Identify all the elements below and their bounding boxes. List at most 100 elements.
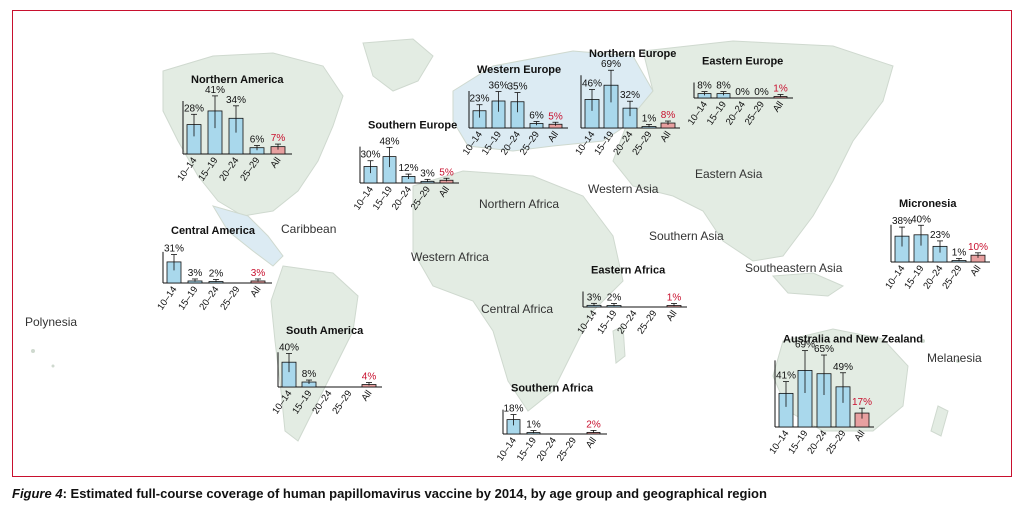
landmass-north-america	[162, 52, 344, 217]
data-label-15-19: 48%	[379, 136, 399, 147]
data-label-20-24: 34%	[226, 95, 246, 106]
figure-caption: Figure 4: Estimated full-course coverage…	[12, 486, 767, 501]
chart-title: Eastern Europe	[702, 56, 783, 68]
map-label-northern-africa: Northern Africa	[479, 197, 559, 211]
data-label-15-19: 41%	[205, 85, 225, 96]
data-label-15-19: 40%	[911, 214, 931, 225]
data-label-15-19: 1%	[526, 420, 541, 431]
tick-label-25-29: 25–29	[555, 435, 579, 463]
landmass-pacific-island	[31, 349, 35, 353]
data-label-all: 5%	[439, 167, 454, 178]
data-label-all: 2%	[586, 419, 601, 430]
tick-label-all: All	[658, 129, 673, 144]
data-label-25-29: 1%	[952, 248, 967, 259]
chart-southern-africa: Southern Africa 18% 10–14 1% 15–1920–2425–29…	[495, 383, 607, 463]
data-label-15-19: 69%	[795, 340, 815, 351]
chart-micronesia: Micronesia38%10–1440%15–1923%20–241%25–2…	[883, 198, 990, 291]
data-label-20-24: 0%	[735, 87, 750, 98]
tick-label-20-24: 20–24	[197, 284, 221, 312]
data-label-10-14: 38%	[892, 216, 912, 227]
data-label-15-19: 3%	[188, 268, 203, 279]
tick-label-25-29: 25–29	[635, 308, 659, 336]
data-label-10-14: 41%	[776, 371, 796, 382]
landmass-south-america	[270, 265, 359, 442]
data-label-all: 1%	[667, 293, 682, 304]
landmass-pacific-island	[51, 364, 55, 368]
tick-label-20-24: 20–24	[615, 308, 639, 336]
chart-title: Northern Europe	[589, 48, 676, 60]
chart-title: Northern America	[191, 74, 284, 86]
tick-label-25-29: 25–29	[330, 388, 354, 416]
tick-label-all: All	[664, 308, 679, 323]
data-label-10-14: 40%	[279, 343, 299, 354]
data-label-15-19: 36%	[488, 81, 508, 92]
map-label-western-africa: Western Africa	[411, 250, 489, 264]
figure-caption-text: : Estimated full-course coverage of huma…	[62, 486, 767, 501]
tick-label-25-29: 25–29	[940, 263, 964, 291]
chart-title: Western Europe	[477, 64, 561, 76]
data-label-10-14: 18%	[503, 404, 523, 415]
data-label-all: 17%	[852, 397, 872, 408]
tick-label-25-29: 25–29	[824, 428, 848, 456]
chart-northern-europe: Northern Europe46%10–1469%15–1932%20–241…	[573, 48, 680, 157]
landmass-madagascar	[612, 325, 626, 364]
tick-label-all: All	[968, 263, 983, 278]
data-label-all: 1%	[773, 84, 788, 95]
map-landmasses	[31, 38, 960, 442]
figure-label: Figure 4	[12, 486, 63, 501]
data-label-25-29: 0%	[754, 87, 769, 98]
map-label-polynesia: Polynesia	[25, 315, 77, 329]
tick-label-25-29: 25–29	[218, 284, 242, 312]
map-label-eastern-asia: Eastern Asia	[695, 167, 763, 181]
landmass-greenland	[362, 38, 434, 92]
chart-title: South America	[286, 325, 364, 337]
landmass-asia	[612, 40, 894, 262]
tick-label-all: All	[771, 99, 786, 114]
world-map: Caribbean Polynesia Western Africa Northern…	[25, 38, 990, 463]
tick-label-all: All	[437, 184, 452, 199]
tick-label-all: All	[248, 284, 263, 299]
map-label-melanesia: Melanesia	[927, 351, 982, 365]
data-label-all: 4%	[362, 372, 377, 383]
figure-frame: Caribbean Polynesia Western Africa Northern…	[12, 10, 1012, 477]
data-label-10-14: 3%	[587, 292, 602, 303]
data-label-20-24: 23%	[930, 230, 950, 241]
data-label-all: 10%	[968, 242, 988, 253]
data-label-10-14: 23%	[469, 94, 489, 105]
data-label-10-14: 46%	[582, 78, 602, 89]
tick-label-all: All	[546, 129, 561, 144]
chart-title: Southern Europe	[368, 120, 457, 132]
data-label-15-19: 8%	[716, 81, 731, 92]
chart-southern-europe: Southern Europe30%10–1448%15–1912%20–243…	[352, 120, 459, 212]
tick-label-15-19: 15–19	[515, 435, 539, 463]
data-label-10-14: 8%	[697, 81, 712, 92]
map-label-caribbean: Caribbean	[281, 222, 336, 236]
data-label-15-19: 8%	[302, 369, 317, 380]
tick-label-10-14: 10–14	[495, 435, 519, 463]
data-label-all: 7%	[271, 133, 286, 144]
landmass-maritime-southeast-asia	[771, 272, 845, 297]
tick-label-15-19: 15–19	[176, 284, 200, 312]
data-label-25-29: 3%	[420, 168, 435, 179]
data-label-20-24: 65%	[814, 344, 834, 355]
data-label-20-24: 2%	[209, 269, 224, 280]
landmass-pacific-island	[921, 339, 925, 343]
data-label-10-14: 31%	[164, 244, 184, 255]
chart-title: Southern Africa	[511, 383, 594, 395]
data-label-all: 5%	[548, 111, 563, 122]
landmass-pacific-island	[956, 359, 960, 363]
map-label-southeastern-asia: Southeastern Asia	[745, 261, 843, 275]
tick-label-all: All	[852, 428, 867, 443]
chart-title: Micronesia	[899, 198, 957, 210]
chart-eastern-africa: Eastern Africa3%10–142%15–1920–2425–291%…	[575, 265, 687, 336]
data-label-20-24: 35%	[507, 82, 527, 93]
data-label-10-14: 28%	[184, 103, 204, 114]
landmass-new-zealand	[930, 405, 949, 437]
map-label-western-asia: Western Asia	[588, 182, 659, 196]
data-label-all: 8%	[661, 110, 676, 121]
chart-title: Central America	[171, 225, 256, 237]
tick-label-all: All	[584, 435, 599, 450]
data-label-15-19: 2%	[607, 293, 622, 304]
landmass-africa	[412, 170, 624, 412]
data-label-25-29: 6%	[529, 111, 544, 122]
